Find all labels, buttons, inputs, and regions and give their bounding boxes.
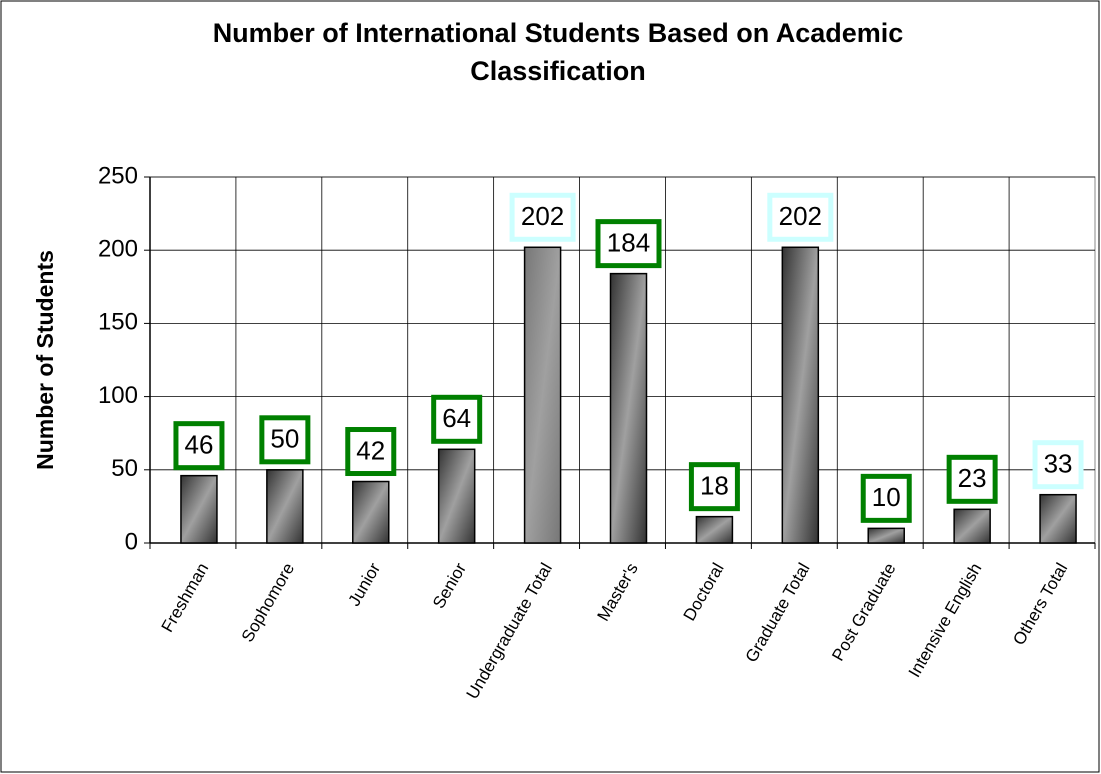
value-label-box xyxy=(688,462,740,512)
x-tick-label: Freshman xyxy=(158,560,213,636)
value-label-box xyxy=(509,192,576,242)
value-label: 64 xyxy=(442,403,471,433)
x-tick-label: Doctoral xyxy=(680,560,728,624)
bar xyxy=(867,527,905,544)
value-label-box xyxy=(173,421,225,471)
y-axis-label: Number of Students xyxy=(32,250,58,470)
value-label-box xyxy=(345,427,397,477)
value-label-box xyxy=(595,219,662,269)
bar xyxy=(523,246,562,544)
y-tick-label: 50 xyxy=(111,455,138,482)
value-label-box xyxy=(431,394,483,444)
x-tick-label: Sophomore xyxy=(238,560,298,646)
value-label: 184 xyxy=(607,227,650,257)
bar xyxy=(953,508,991,544)
value-label: 33 xyxy=(1044,449,1073,479)
value-label: 50 xyxy=(270,424,299,454)
bar xyxy=(352,480,390,544)
bar xyxy=(437,448,476,544)
chart-title: Number of International Students Based o… xyxy=(212,18,904,86)
value-label-box xyxy=(1032,440,1084,490)
x-tick-label: Post Graduate xyxy=(828,560,899,664)
value-label: 42 xyxy=(356,435,385,465)
x-tick-label: Others Total xyxy=(1009,560,1071,649)
value-label: 23 xyxy=(958,463,987,493)
value-label-box xyxy=(259,415,311,465)
value-label: 202 xyxy=(779,201,822,231)
bar xyxy=(1039,493,1077,544)
x-tick-label: Intensive English xyxy=(905,560,986,681)
value-label-box xyxy=(946,454,998,504)
x-tick-label: Master's xyxy=(594,560,642,625)
value-label: 10 xyxy=(872,482,901,512)
x-tick-label: Undergraduate Total xyxy=(463,560,556,703)
value-label: 202 xyxy=(521,201,564,231)
y-tick-label: 200 xyxy=(98,236,138,263)
bar xyxy=(781,246,820,544)
y-tick-label: 100 xyxy=(98,382,138,409)
value-label: 18 xyxy=(700,471,729,501)
y-tick-label: 150 xyxy=(98,309,138,336)
bar xyxy=(695,515,734,544)
bar xyxy=(266,469,304,544)
value-label-box xyxy=(767,192,834,242)
y-tick-label: 0 xyxy=(125,528,138,555)
bar xyxy=(180,474,218,544)
x-tick-label: Graduate Total xyxy=(742,560,814,666)
x-tick-label: Junior xyxy=(345,559,385,609)
y-tick-label: 250 xyxy=(98,162,138,189)
x-tick-label: Senior xyxy=(429,559,470,611)
bar xyxy=(609,272,648,544)
value-label: 46 xyxy=(184,430,213,460)
value-label-box xyxy=(860,473,912,523)
